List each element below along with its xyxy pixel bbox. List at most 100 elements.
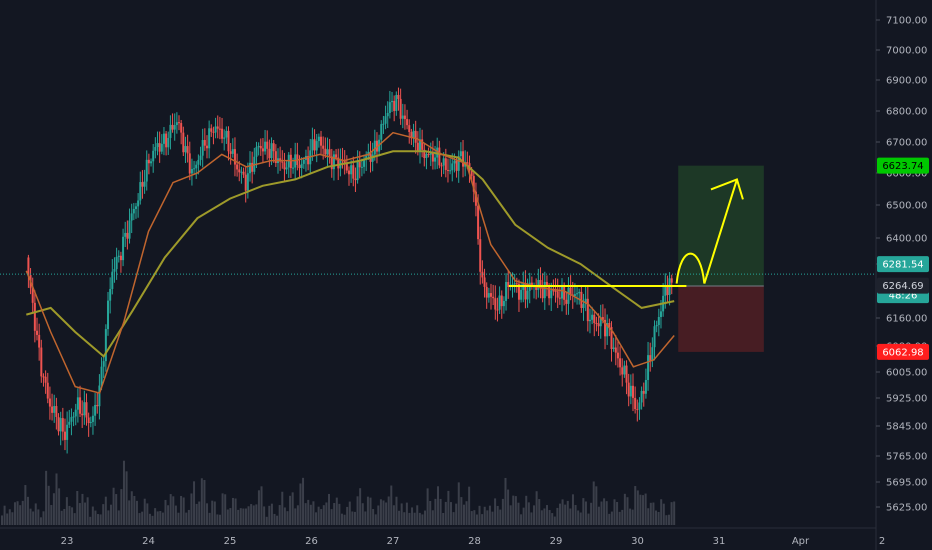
candle-body xyxy=(608,322,611,327)
volume-bar xyxy=(148,513,151,525)
volume-bar xyxy=(29,508,32,525)
candle-body xyxy=(472,175,475,192)
volume-bar xyxy=(19,505,22,525)
volume-bar xyxy=(670,502,673,525)
volume-bar xyxy=(533,505,536,525)
volume-bar xyxy=(392,505,395,525)
y-tick-label: 5925.00 xyxy=(886,394,927,405)
volume-bar xyxy=(429,500,432,525)
candle-body xyxy=(188,153,191,174)
candle-body xyxy=(186,146,189,154)
candle-body xyxy=(208,128,211,149)
candle-body xyxy=(401,115,404,119)
volume-bar xyxy=(569,508,572,525)
volume-bar xyxy=(642,495,645,525)
candle-body xyxy=(57,416,60,432)
volume-bar xyxy=(413,512,416,525)
volume-bar xyxy=(239,508,242,525)
candle-body xyxy=(365,155,368,160)
volume-bar xyxy=(527,502,530,525)
volume-bar xyxy=(597,506,600,525)
volume-bar xyxy=(221,493,224,525)
candle-body xyxy=(595,323,598,325)
candle-body xyxy=(104,329,107,362)
candle-body xyxy=(576,293,579,295)
candle-body xyxy=(119,255,122,261)
candle-body xyxy=(403,115,406,120)
volume-bar xyxy=(377,505,380,525)
volume-bar xyxy=(177,512,180,525)
candle-body xyxy=(664,285,667,296)
volume-bar xyxy=(50,505,53,525)
take-profit-tag-box xyxy=(877,157,929,174)
candle-body xyxy=(330,156,333,170)
candle-body xyxy=(332,154,335,170)
candle-body xyxy=(59,418,62,432)
candle-body xyxy=(515,283,518,285)
volume-bar xyxy=(216,514,219,525)
volume-bar xyxy=(579,512,582,525)
x-tick-label: 31 xyxy=(713,536,726,547)
candle-body xyxy=(227,130,230,152)
position-zones xyxy=(678,165,764,352)
volume-bar xyxy=(244,508,247,525)
volume-bar xyxy=(333,503,336,525)
volume-bar xyxy=(660,499,663,525)
candle-body xyxy=(552,290,555,292)
candle-body xyxy=(180,123,183,133)
x-tick-label: 2 xyxy=(879,536,885,547)
candle-body xyxy=(225,130,228,138)
candle-body xyxy=(175,122,178,126)
candle-body xyxy=(132,208,135,214)
candle-body xyxy=(100,366,103,386)
candle-body xyxy=(218,128,221,130)
candle-body xyxy=(117,255,120,257)
loss-zone xyxy=(678,285,764,352)
candle-body xyxy=(623,365,626,375)
candle-body xyxy=(33,302,36,331)
candle-body xyxy=(526,290,529,300)
candle-body xyxy=(274,151,277,164)
volume-bar xyxy=(273,513,276,525)
candle-body xyxy=(51,406,54,413)
volume-bar xyxy=(206,503,209,525)
volume-bar xyxy=(385,502,388,525)
volume-bar xyxy=(379,499,382,525)
candle-body xyxy=(455,160,458,171)
volume-bar xyxy=(655,510,658,525)
volume-bar xyxy=(372,509,375,525)
candle-body xyxy=(649,355,652,361)
volume-bar xyxy=(34,503,37,525)
candle-body xyxy=(371,154,374,162)
volume-bar xyxy=(97,514,100,525)
volume-bar xyxy=(302,477,305,525)
volume-bar xyxy=(84,502,87,525)
candle-body xyxy=(414,130,417,143)
volume-bar xyxy=(530,512,533,525)
candle-body xyxy=(337,157,340,169)
annotations xyxy=(0,178,876,287)
volume-bar xyxy=(182,497,185,525)
volume-bar xyxy=(340,513,343,525)
volume-bar xyxy=(91,506,94,525)
candle-body xyxy=(539,279,542,286)
volume-bar xyxy=(387,496,390,525)
y-tick-label: 6500.00 xyxy=(886,201,927,212)
time-axis[interactable]: 23 24 25 26 27 28 29 30 31 Apr 2 xyxy=(61,536,886,547)
candle-body xyxy=(440,165,443,167)
candle-body xyxy=(292,167,295,169)
volume-bar xyxy=(146,503,149,525)
volume-bar xyxy=(465,501,468,525)
candle-body xyxy=(412,130,415,139)
candle-body xyxy=(268,148,271,159)
volume-bar xyxy=(366,496,369,525)
candle-body xyxy=(285,167,288,170)
y-tick-label: 6800.00 xyxy=(886,107,927,118)
candle-body xyxy=(195,164,198,169)
volume-bar xyxy=(667,514,670,525)
volume-bar xyxy=(592,481,595,525)
candle-body xyxy=(601,317,604,320)
volume-bar xyxy=(180,495,183,525)
volume-bar xyxy=(525,495,528,525)
